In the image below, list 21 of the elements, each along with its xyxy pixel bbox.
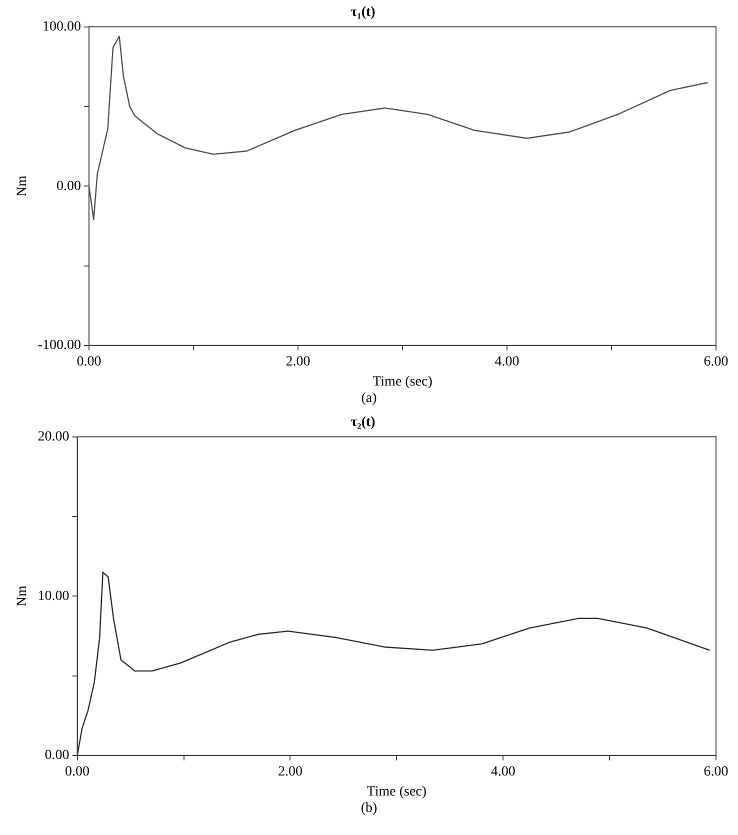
x-tick-label: 4.00 [490,764,516,780]
x-tick-label: 4.00 [494,354,520,370]
x-tick-label: 2.00 [286,354,310,370]
y-tick-label: -100.00 [38,338,81,354]
chart-title: τ₂(t) [350,415,376,430]
text: (b) [360,800,378,818]
y-tick-label: 10.00 [38,588,70,604]
y-tick-label: 100.00 [42,19,81,34]
y-tick-label: 20.00 [38,429,70,444]
x-tick-label: 0.00 [76,354,102,370]
y-tick-label: 0.00 [56,178,81,194]
y-axis-title: Nm [15,175,30,197]
chart-title: τ₁(t) [350,5,376,20]
x-tick-label: 2.00 [278,764,302,780]
y-tick-label: 0.00 [44,748,70,764]
x-tick-label: 6.00 [704,354,728,370]
y-axis-title: Nm [15,585,30,607]
x-axis-title: Time (sec) [372,374,433,390]
x-tick-label: 6.00 [704,764,728,780]
text: (a) [360,390,378,408]
x-axis-title: Time (sec) [366,784,427,800]
